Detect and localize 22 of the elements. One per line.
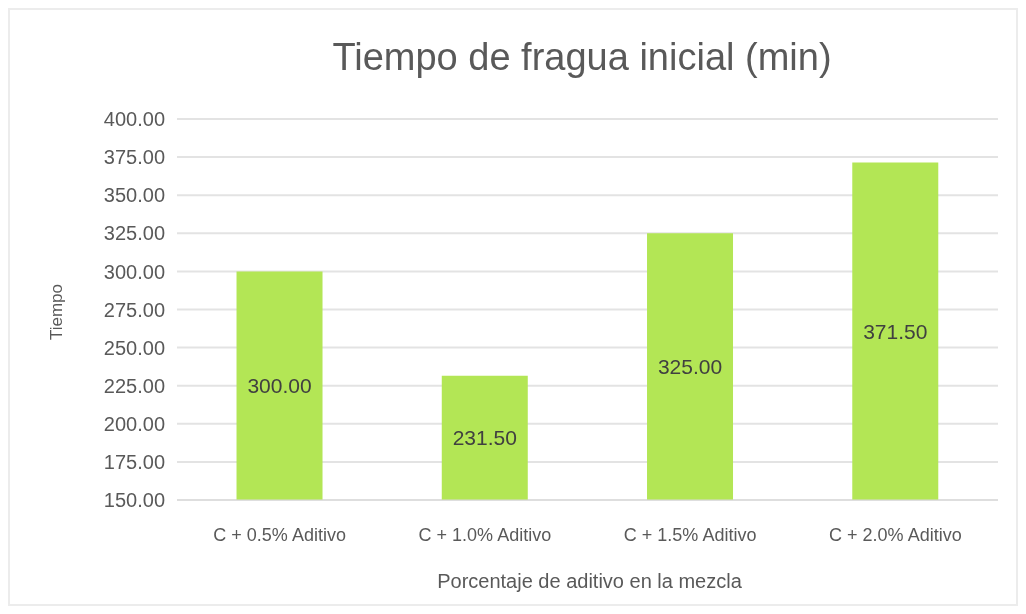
data-label: 371.50 [863, 319, 928, 343]
data-label: 325.00 [657, 355, 723, 379]
x-tick-label: C + 2.0% Aditivo [829, 524, 962, 545]
chart-title: Tiempo de fragua inicial (min) [332, 36, 832, 78]
y-tick-label: 150.00 [103, 489, 165, 512]
y-axis-title: Tiempo [47, 283, 66, 340]
x-tick-label: C + 1.5% Aditivo [623, 524, 757, 545]
y-tick-label: 400.00 [103, 108, 165, 131]
y-tick-label: 275.00 [103, 298, 165, 321]
data-label: 231.50 [452, 426, 517, 450]
x-axis-title: Porcentaje de aditivo en la mezcla [437, 570, 742, 592]
y-tick-label: 200.00 [103, 412, 165, 435]
y-tick-label: 325.00 [103, 222, 165, 245]
y-tick-label: 175.00 [103, 451, 165, 473]
x-tick-label: C + 1.0% Aditivo [418, 524, 552, 545]
data-label: 300.00 [247, 374, 312, 398]
y-tick-label: 350.00 [103, 184, 165, 207]
x-tick-label: C + 0.5% Aditivo [213, 524, 346, 545]
y-tick-label: 300.00 [103, 260, 165, 283]
y-tick-label: 375.00 [103, 146, 165, 169]
y-tick-label: 225.00 [103, 374, 165, 397]
y-tick-label: 250.00 [103, 336, 165, 359]
